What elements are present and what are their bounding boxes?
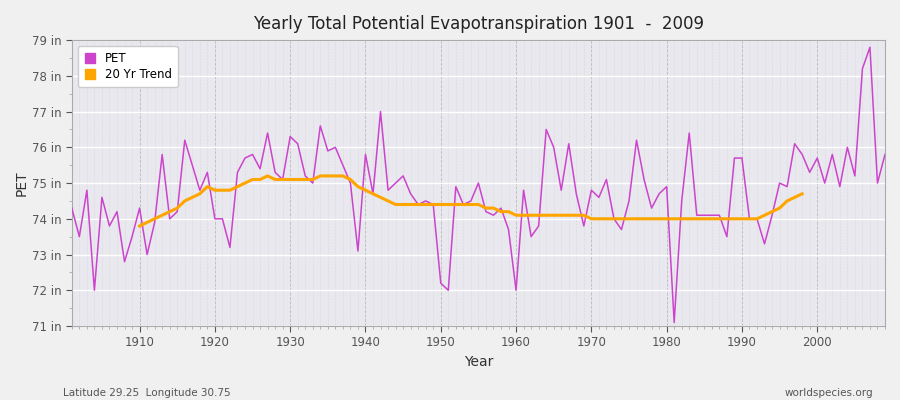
PET [292,141,303,146]
PET [127,234,138,239]
Line: 20 Yr Trend: 20 Yr Trend [140,176,802,226]
Legend: PET, 20 Yr Trend: PET, 20 Yr Trend [77,46,178,87]
Text: Latitude 29.25  Longitude 30.75: Latitude 29.25 Longitude 30.75 [63,388,230,398]
20 Yr Trend [481,206,491,210]
20 Yr Trend [262,174,273,178]
PET [503,227,514,232]
PET [601,177,612,182]
Y-axis label: PET: PET [15,170,29,196]
Title: Yearly Total Potential Evapotranspiration 1901  -  2009: Yearly Total Potential Evapotranspiratio… [253,15,704,33]
PET [510,288,521,293]
PET [67,206,77,210]
PET [669,320,680,325]
PET [879,152,890,157]
20 Yr Trend [277,177,288,182]
X-axis label: Year: Year [464,355,493,369]
PET [865,45,876,50]
20 Yr Trend [217,188,228,193]
20 Yr Trend [398,202,409,207]
PET [338,163,348,168]
20 Yr Trend [796,191,807,196]
20 Yr Trend [202,184,212,189]
Text: worldspecies.org: worldspecies.org [785,388,873,398]
20 Yr Trend [729,216,740,221]
Line: PET: PET [72,47,885,322]
20 Yr Trend [134,224,145,228]
